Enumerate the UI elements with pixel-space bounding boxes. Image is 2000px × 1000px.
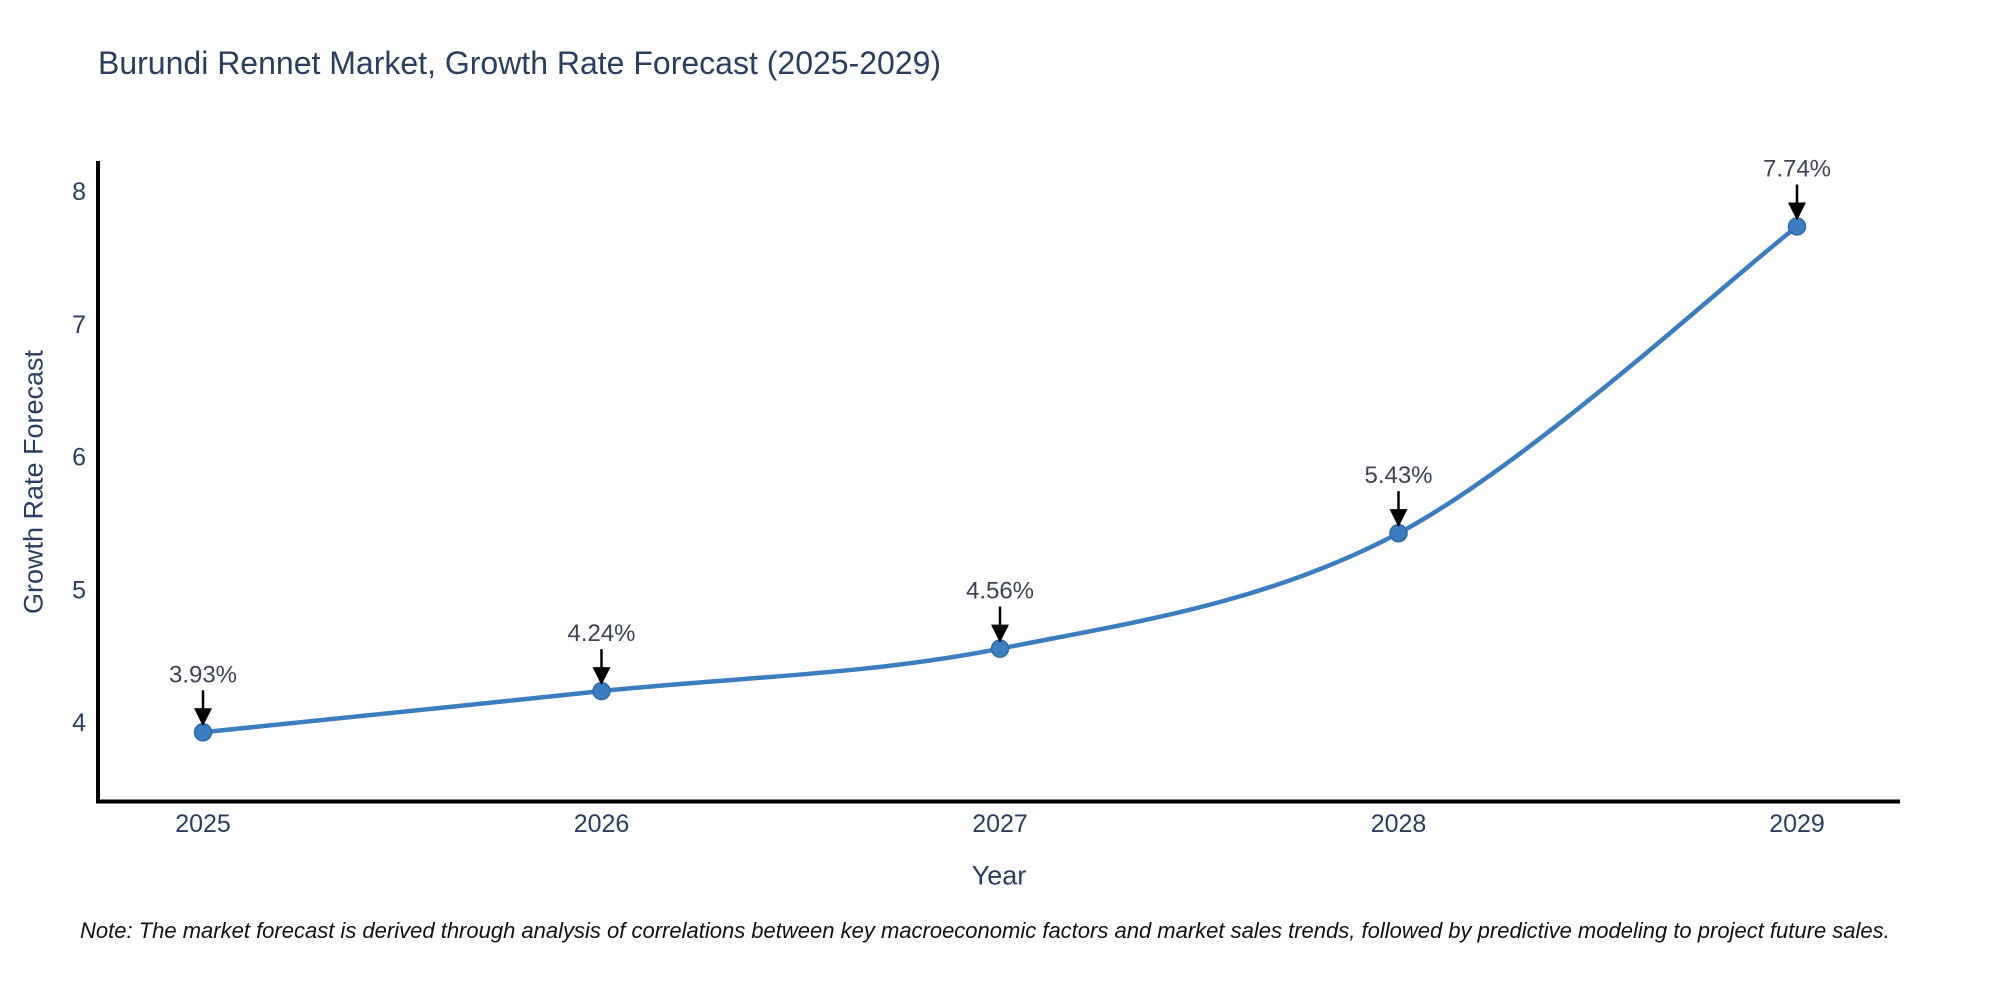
y-tick-label: 8 (72, 178, 86, 206)
data-point-label: 4.24% (567, 620, 635, 647)
y-tick-label: 6 (72, 444, 86, 472)
x-tick-label: 2027 (972, 810, 1028, 838)
data-point-marker[interactable] (193, 723, 213, 742)
annotation-arrowhead-icon (194, 708, 212, 727)
annotation-arrowhead-icon (592, 667, 611, 686)
chart-title: Burundi Rennet Market, Growth Rate Forec… (98, 45, 942, 81)
annotation-arrowhead-icon (1389, 509, 1408, 528)
data-point-marker[interactable] (1389, 523, 1408, 543)
x-tick-label: 2026 (574, 810, 630, 838)
data-point-label: 5.43% (1364, 462, 1432, 489)
x-axis-title: Year (971, 860, 1027, 891)
y-tick-label: 4 (72, 709, 86, 737)
data-point-label: 3.93% (169, 661, 237, 688)
data-point-marker[interactable] (990, 639, 1010, 658)
y-tick-label: 5 (72, 576, 86, 604)
annotation-arrowhead-icon (991, 624, 1009, 643)
data-point-marker[interactable] (1787, 217, 1807, 236)
data-point-label: 4.56% (966, 578, 1034, 605)
x-tick-label: 2025 (175, 810, 231, 838)
data-point-marker[interactable] (592, 681, 611, 701)
data-point-label: 7.74% (1763, 156, 1831, 183)
x-tick-label: 2029 (1769, 810, 1825, 838)
y-tick-label: 7 (72, 311, 86, 339)
footnote: Note: The market forecast is derived thr… (80, 918, 1890, 943)
annotation-arrowhead-icon (1788, 202, 1806, 221)
x-tick-label: 2028 (1371, 810, 1427, 838)
